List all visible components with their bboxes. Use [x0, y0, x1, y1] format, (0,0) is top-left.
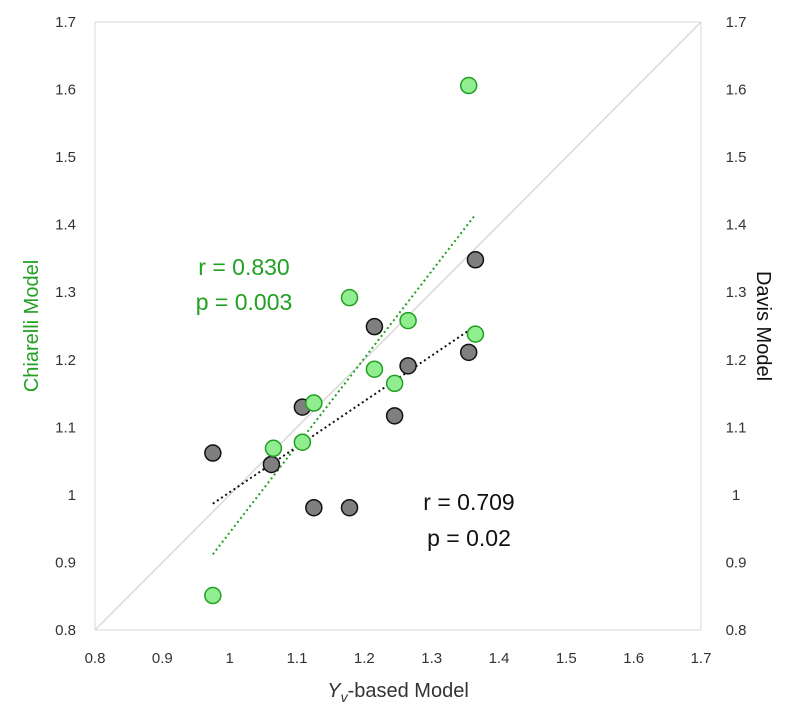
- trendlines: [212, 213, 477, 555]
- x-tick-label: 1.7: [691, 650, 712, 667]
- left-y-tick-label: 1.1: [55, 419, 76, 436]
- chiarelli-data-point: [293, 433, 312, 451]
- x-tick-label: 1.1: [287, 650, 308, 667]
- davis-data-point: [204, 444, 222, 462]
- chiarelli-data-point: [459, 76, 478, 95]
- chiarelli-data-point: [264, 439, 283, 458]
- left-y-tick-label: 0.8: [55, 622, 76, 639]
- davis-p-annotation: p = 0.02: [427, 525, 511, 551]
- identity-line: [94, 21, 702, 631]
- davis-data-point: [385, 407, 404, 425]
- left-y-tick-label: 1.5: [55, 149, 76, 166]
- chiarelli-trendline: [212, 213, 477, 555]
- right-y-tick-label: 1.4: [726, 217, 747, 234]
- davis-data-point: [399, 357, 417, 375]
- right-y-tick-label: 0.8: [726, 622, 747, 639]
- right-y-tick-label: 1: [732, 487, 740, 504]
- left-y-tick-label: 1: [68, 487, 76, 504]
- x-tick-label: 0.8: [85, 650, 106, 667]
- right-y-tick-label: 1.1: [726, 419, 747, 436]
- x-tick-label: 1.4: [489, 650, 510, 667]
- right-y-tick-label: 1.7: [726, 14, 747, 31]
- x-tick-label: 1.3: [421, 650, 442, 667]
- davis-data-point: [305, 498, 323, 517]
- chiarelli-data-point: [340, 288, 359, 307]
- x-axis-title: Yv-based Model: [327, 680, 469, 705]
- davis-data-point: [262, 455, 281, 474]
- right-y-tick-label: 1.6: [726, 82, 747, 99]
- x-axis-title-rest: -based Model: [348, 680, 469, 702]
- x-tick-label: 1.6: [623, 650, 644, 667]
- right-y-axis-ticks: 0.8 0.9 1 1.1 1.2 1.3 1.4 1.5 1.6 1.7: [726, 14, 747, 639]
- chiarelli-data-point: [305, 394, 323, 412]
- x-axis-ticks: 0.8 0.9 1 1.1 1.2 1.3 1.4 1.5 1.6 1.7: [85, 650, 712, 667]
- left-y-tick-label: 1.4: [55, 217, 76, 234]
- davis-data-point: [365, 317, 384, 336]
- left-y-tick-label: 1.6: [55, 82, 76, 99]
- chiarelli-data-point: [365, 360, 384, 378]
- x-tick-label: 1.2: [354, 650, 375, 667]
- davis-data-point: [459, 343, 478, 362]
- right-y-tick-label: 1.2: [726, 352, 747, 369]
- chiarelli-data-point: [385, 374, 404, 393]
- chiarelli-data-point: [399, 311, 417, 330]
- right-y-tick-label: 0.9: [726, 554, 747, 571]
- davis-data-point: [340, 498, 359, 517]
- chiarelli-data-point: [466, 325, 485, 343]
- left-y-tick-label: 1.2: [55, 352, 76, 369]
- right-y-tick-label: 1.5: [726, 149, 747, 166]
- left-y-tick-label: 0.9: [55, 554, 76, 571]
- x-axis-title-subscript: v: [341, 689, 349, 705]
- right-y-tick-label: 1.3: [726, 284, 747, 301]
- davis-data-point: [466, 251, 485, 269]
- data-points: [204, 76, 485, 605]
- chiarelli-p-annotation: p = 0.003: [196, 289, 293, 315]
- right-y-axis-title: Davis Model: [752, 271, 774, 381]
- left-y-tick-label: 1.3: [55, 284, 76, 301]
- chiarelli-r-annotation: r = 0.830: [198, 254, 289, 280]
- x-axis-title-main: Y: [327, 680, 342, 702]
- x-tick-label: 1: [225, 650, 233, 667]
- left-y-tick-label: 1.7: [55, 14, 76, 31]
- chiarelli-data-point: [204, 586, 222, 605]
- left-y-axis-ticks: 0.8 0.9 1 1.1 1.2 1.3 1.4 1.5 1.6 1.7: [55, 14, 76, 639]
- x-tick-label: 1.5: [556, 650, 577, 667]
- davis-r-annotation: r = 0.709: [423, 489, 514, 515]
- left-y-axis-title: Chiarelli Model: [21, 260, 43, 392]
- x-tick-label: 0.9: [152, 650, 173, 667]
